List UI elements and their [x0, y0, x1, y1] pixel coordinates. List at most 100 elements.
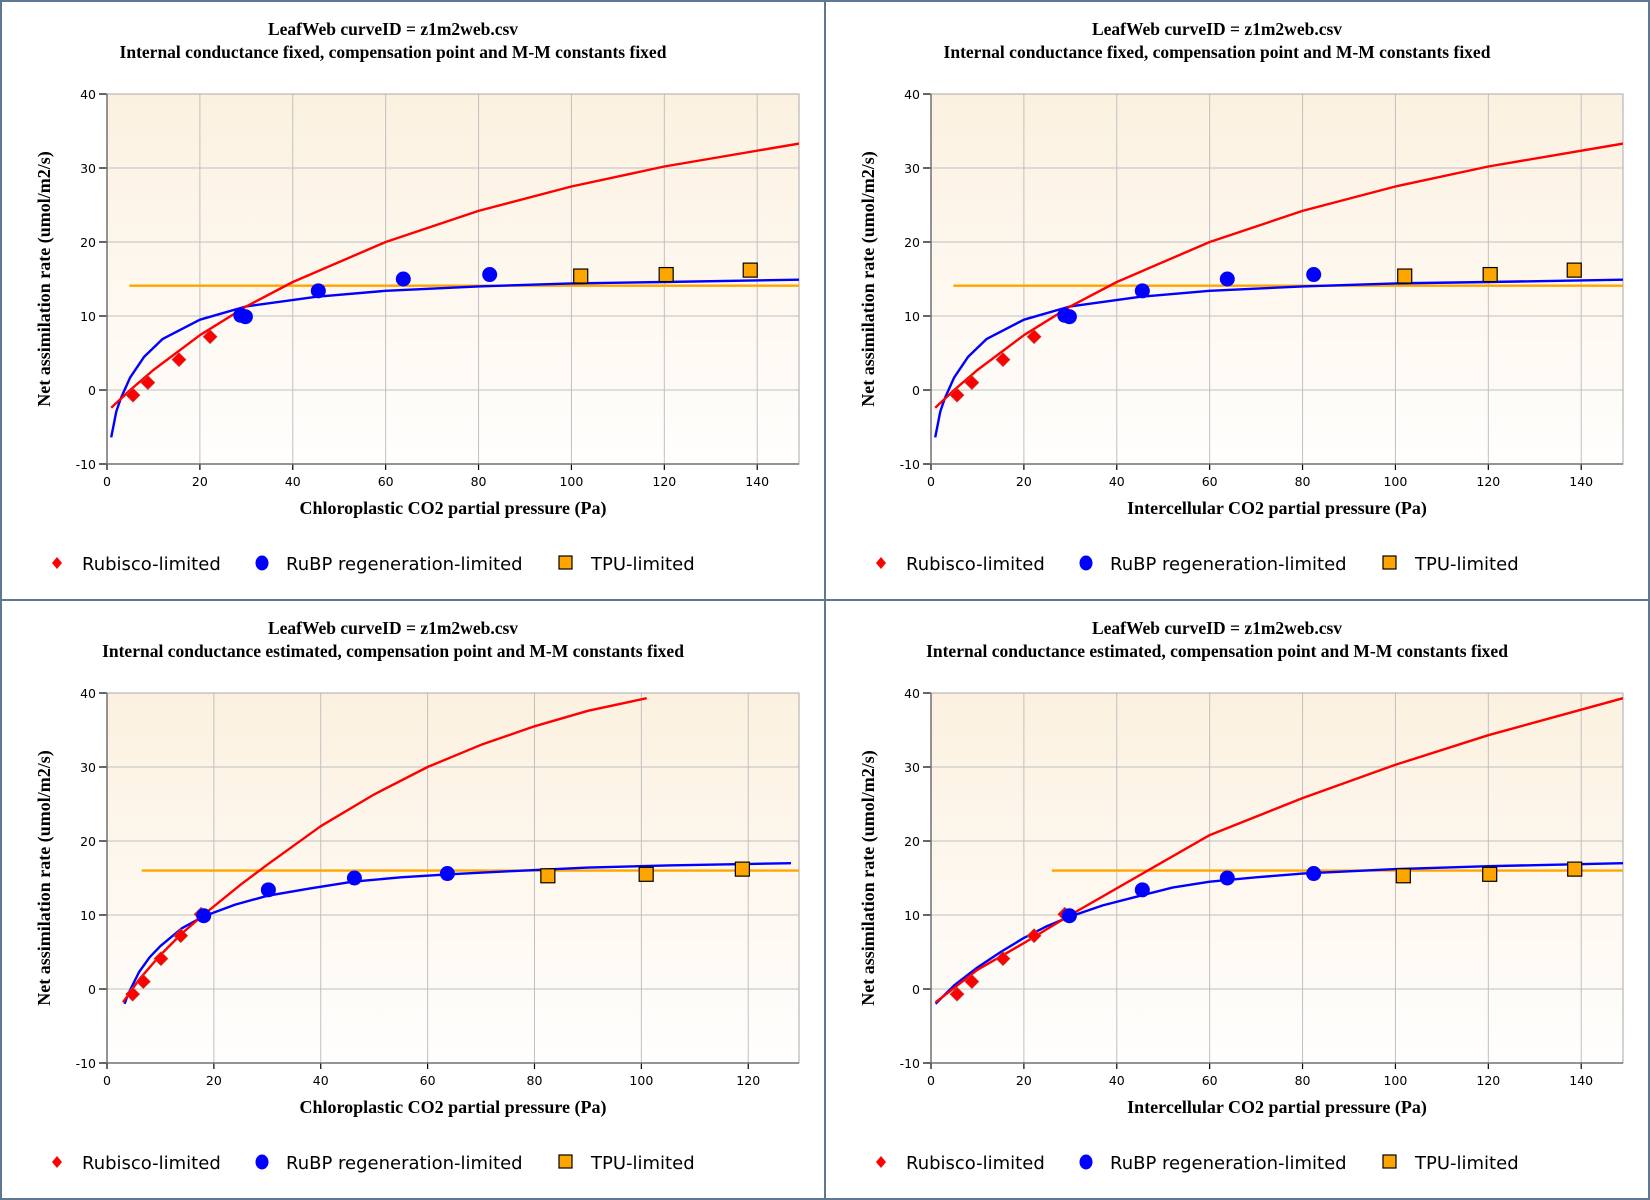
rubisco-point — [995, 951, 1011, 967]
y-tick-label: 10 — [904, 309, 920, 324]
rubisco-point — [202, 329, 218, 345]
y-tick-label: 0 — [912, 383, 920, 398]
rubisco-point — [173, 928, 189, 944]
x-tick-label: 100 — [1383, 1073, 1407, 1088]
chart-svg: LeafWeb curveID = z1m2web.csv Internal co… — [34, 618, 800, 1174]
chart-subtitle: Internal conductance estimated, compensa… — [102, 641, 684, 661]
y-tick-label: 0 — [88, 383, 96, 398]
x-tick-label: 60 — [1202, 474, 1218, 489]
y-tick-label: 10 — [904, 908, 920, 923]
rubp-point — [482, 267, 498, 283]
chart-panel-top-right: LeafWeb curveID = z1m2web.csv Internal co… — [826, 2, 1648, 599]
rubisco-fit-line — [122, 697, 647, 1003]
legend: Rubisco-limited RuBP regeneration-limited… — [876, 1153, 1519, 1174]
rubp-fit-line — [110, 278, 799, 438]
x-tick-label: 60 — [378, 474, 394, 489]
legend-diamond-icon — [52, 557, 62, 569]
chart-title: LeafWeb curveID = z1m2web.csv — [268, 618, 518, 638]
legend-tpu-label: TPU-limited — [1414, 554, 1519, 575]
x-tick-label: 100 — [1383, 474, 1407, 489]
y-tick-label: -10 — [900, 1056, 920, 1071]
plot-area — [931, 693, 1623, 1063]
chart-title: LeafWeb curveID = z1m2web.csv — [1092, 19, 1342, 39]
tpu-point — [573, 268, 589, 284]
chart-subtitle: Internal conductance fixed, compensation… — [944, 42, 1491, 62]
legend-tpu-label: TPU-limited — [1414, 1153, 1519, 1174]
x-tick-label: 120 — [652, 474, 676, 489]
rubp-fit-line — [934, 278, 1623, 438]
y-tick-label: 0 — [912, 982, 920, 997]
chart-subtitle: Internal conductance estimated, compensa… — [926, 641, 1508, 661]
rubisco-point — [125, 986, 141, 1002]
tpu-point — [1482, 866, 1498, 882]
x-axis-label: Intercellular CO2 partial pressure (Pa) — [1127, 498, 1427, 519]
y-tick-label: 10 — [80, 309, 96, 324]
rubp-point — [439, 866, 455, 882]
rubp-point — [1134, 882, 1150, 898]
chart-svg: LeafWeb curveID = z1m2web.csv Internal co… — [858, 618, 1624, 1174]
y-axis-label: Net assimilation rate (umol/m2/s) — [34, 151, 55, 406]
y-tick-label: 20 — [904, 834, 920, 849]
chart-title: LeafWeb curveID = z1m2web.csv — [1092, 618, 1342, 638]
x-tick-label: 20 — [1016, 474, 1032, 489]
legend-rubisco-label: Rubisco-limited — [906, 1153, 1045, 1174]
legend: Rubisco-limited RuBP regeneration-limited… — [876, 554, 1519, 575]
y-tick-label: 40 — [904, 87, 920, 102]
y-tick-label: 10 — [80, 908, 96, 923]
x-tick-label: 120 — [1476, 474, 1500, 489]
y-tick-label: 0 — [88, 982, 96, 997]
y-axis-label: Net assimilation rate (umol/m2/s) — [858, 750, 879, 1005]
chart-panel-top-left: LeafWeb curveID = z1m2web.csv Internal co… — [2, 2, 824, 599]
tpu-point — [658, 266, 674, 283]
legend-circle-icon — [255, 555, 269, 571]
y-tick-label: 30 — [80, 760, 96, 775]
rubp-point — [196, 908, 212, 924]
x-axis-label: Intercellular CO2 partial pressure (Pa) — [1127, 1097, 1427, 1118]
rubp-point — [1219, 870, 1235, 886]
x-tick-label: 0 — [927, 1073, 935, 1088]
rubp-point — [1134, 283, 1150, 299]
legend: Rubisco-limited RuBP regeneration-limited… — [52, 1153, 695, 1174]
plot-content — [934, 697, 1623, 1005]
legend-square-icon — [1382, 1154, 1397, 1169]
plot-content — [934, 142, 1623, 438]
x-tick-label: 60 — [420, 1073, 436, 1088]
rubp-point — [1306, 866, 1322, 882]
rubisco-fit-line — [934, 142, 1623, 409]
legend-rubisco-label: Rubisco-limited — [82, 1153, 221, 1174]
rubisco-point — [1026, 928, 1042, 944]
x-tick-label: 40 — [1109, 1073, 1125, 1088]
x-tick-label: 40 — [285, 474, 301, 489]
tpu-point — [1397, 268, 1413, 284]
legend-tpu-label: TPU-limited — [590, 554, 695, 575]
rubisco-point — [135, 974, 151, 990]
x-tick-label: 40 — [1109, 474, 1125, 489]
x-tick-label: 80 — [471, 474, 487, 489]
legend-rubp-label: RuBP regeneration-limited — [1110, 554, 1347, 575]
y-axis-label: Net assimilation rate (umol/m2/s) — [858, 151, 879, 406]
y-tick-label: 40 — [80, 87, 96, 102]
chart-title: LeafWeb curveID = z1m2web.csv — [268, 19, 518, 39]
x-tick-label: 80 — [527, 1073, 543, 1088]
x-tick-label: 0 — [103, 1073, 111, 1088]
rubisco-point — [949, 986, 965, 1002]
y-tick-label: -10 — [76, 457, 96, 472]
chart-svg: LeafWeb curveID = z1m2web.csv Internal co… — [858, 19, 1624, 575]
rubp-point — [310, 283, 326, 299]
rubisco-point — [171, 352, 187, 368]
rubp-point — [260, 882, 276, 898]
y-tick-label: 20 — [80, 834, 96, 849]
chart-panel-bottom-left: LeafWeb curveID = z1m2web.csv Internal co… — [2, 601, 824, 1198]
y-tick-label: 40 — [904, 686, 920, 701]
tpu-point — [1482, 266, 1498, 283]
legend: Rubisco-limited RuBP regeneration-limited… — [52, 554, 695, 575]
rubisco-point — [153, 951, 169, 967]
y-tick-label: -10 — [76, 1056, 96, 1071]
chart-svg: LeafWeb curveID = z1m2web.csv Internal co… — [34, 19, 800, 575]
plot-area — [931, 94, 1623, 464]
rubp-point — [1306, 267, 1322, 283]
plot-content — [122, 697, 799, 1005]
y-tick-label: 30 — [904, 760, 920, 775]
legend-diamond-icon — [876, 557, 886, 569]
